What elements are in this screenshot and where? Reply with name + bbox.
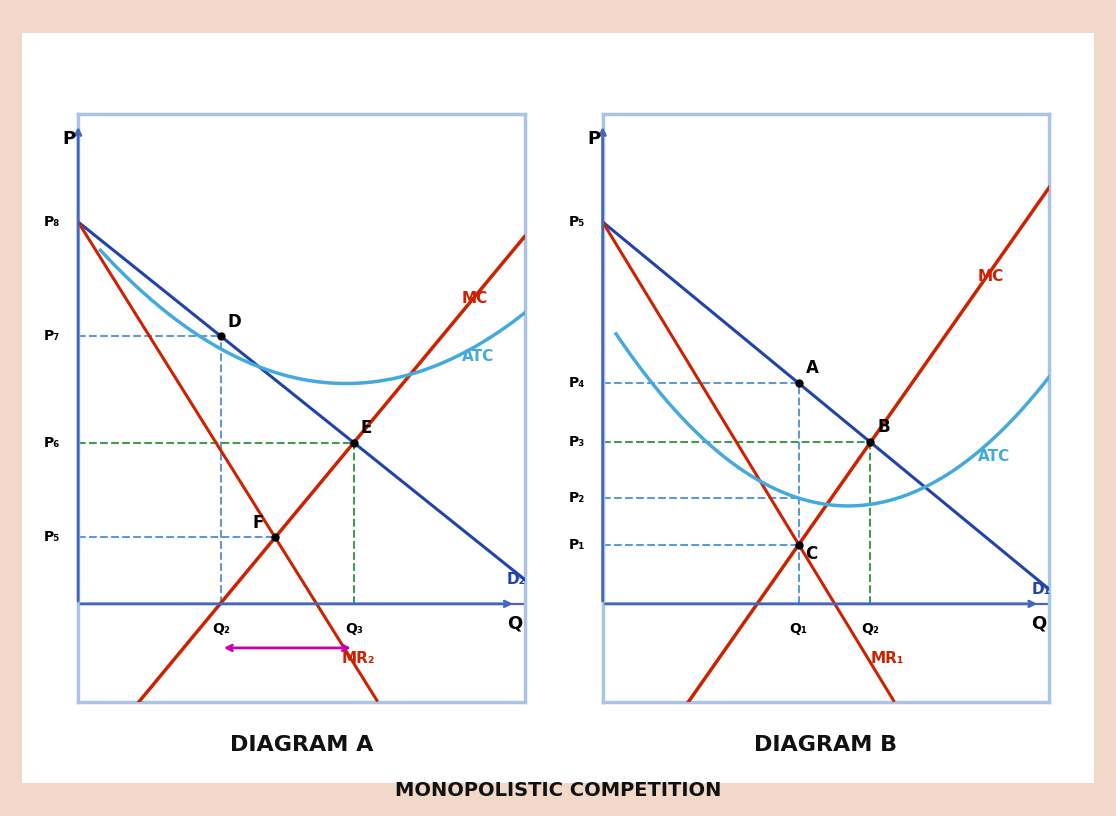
Text: Q: Q — [1031, 614, 1047, 632]
Text: Q₂: Q₂ — [212, 623, 230, 636]
Text: MC: MC — [462, 290, 489, 306]
Text: P: P — [62, 130, 76, 148]
Text: Q₁: Q₁ — [790, 623, 808, 636]
Text: A: A — [806, 360, 818, 378]
Text: P₁: P₁ — [568, 538, 585, 552]
Text: DIAGRAM B: DIAGRAM B — [754, 734, 897, 755]
Text: D₂: D₂ — [507, 572, 526, 588]
Text: P₈: P₈ — [44, 215, 60, 229]
Text: P₇: P₇ — [44, 330, 60, 344]
Text: P₅: P₅ — [568, 215, 585, 229]
Text: Q: Q — [507, 614, 522, 632]
Text: ATC: ATC — [462, 349, 494, 364]
Text: MC: MC — [978, 269, 1004, 284]
Text: P₄: P₄ — [568, 376, 585, 390]
Text: D₁: D₁ — [1031, 582, 1050, 597]
Text: D: D — [228, 313, 241, 330]
Text: P: P — [587, 130, 600, 148]
Text: P₆: P₆ — [44, 436, 60, 450]
Text: ATC: ATC — [978, 449, 1010, 464]
Text: P₂: P₂ — [568, 491, 585, 505]
Text: C: C — [806, 545, 818, 563]
Text: B: B — [877, 419, 889, 437]
Text: Q₃: Q₃ — [345, 623, 363, 636]
Text: MR₁: MR₁ — [870, 650, 904, 666]
Text: F: F — [253, 514, 264, 532]
Text: E: E — [360, 419, 372, 437]
Text: MONOPOLISTIC COMPETITION: MONOPOLISTIC COMPETITION — [395, 781, 721, 800]
Text: P₃: P₃ — [568, 435, 585, 450]
Text: P₅: P₅ — [44, 530, 60, 544]
Text: MR₂: MR₂ — [341, 650, 375, 666]
Text: Q₂: Q₂ — [862, 623, 879, 636]
Text: DIAGRAM A: DIAGRAM A — [230, 734, 373, 755]
